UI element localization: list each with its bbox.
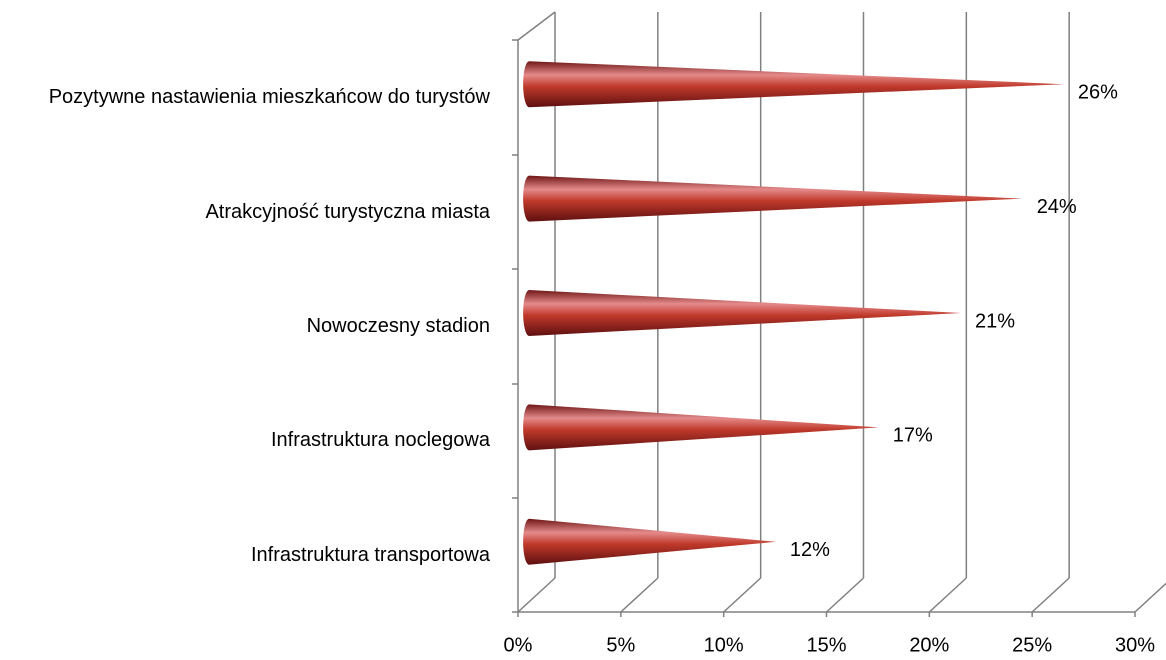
category-label: Infrastruktura transportowa (251, 543, 490, 566)
value-label: 21% (975, 310, 1015, 332)
x-tick-label: 15% (806, 634, 846, 656)
category-label: Pozytywne nastawienia mieszkańcow do tur… (48, 86, 490, 109)
wall-edge (517, 11, 556, 41)
floor-edge (517, 577, 556, 613)
cone (523, 518, 776, 565)
floor-line (1031, 577, 1070, 613)
floor-line (928, 577, 967, 613)
value-label: 12% (790, 539, 830, 561)
cone (523, 290, 961, 336)
cone (523, 61, 1064, 108)
floor-line (723, 577, 762, 613)
x-tick-label: 25% (1012, 634, 1052, 656)
x-tick-label: 0% (504, 634, 533, 656)
cone (523, 404, 879, 451)
x-tick-label: 10% (704, 634, 744, 656)
cone (523, 175, 1023, 222)
floor-line (1134, 582, 1166, 613)
category-label: Nowoczesny stadion (306, 315, 490, 337)
category-label: Atrakcyjność turystyczna miasta (205, 200, 490, 223)
x-tick-label: 20% (909, 634, 949, 656)
value-label: 26% (1078, 81, 1118, 103)
value-label: 17% (893, 425, 933, 447)
floor-line (825, 577, 865, 613)
value-label: 24% (1037, 196, 1077, 218)
x-tick-label: 30% (1115, 634, 1155, 656)
floor-line (620, 577, 659, 613)
category-label: Infrastruktura noclegowa (270, 429, 490, 452)
x-tick-label: 5% (606, 634, 635, 656)
